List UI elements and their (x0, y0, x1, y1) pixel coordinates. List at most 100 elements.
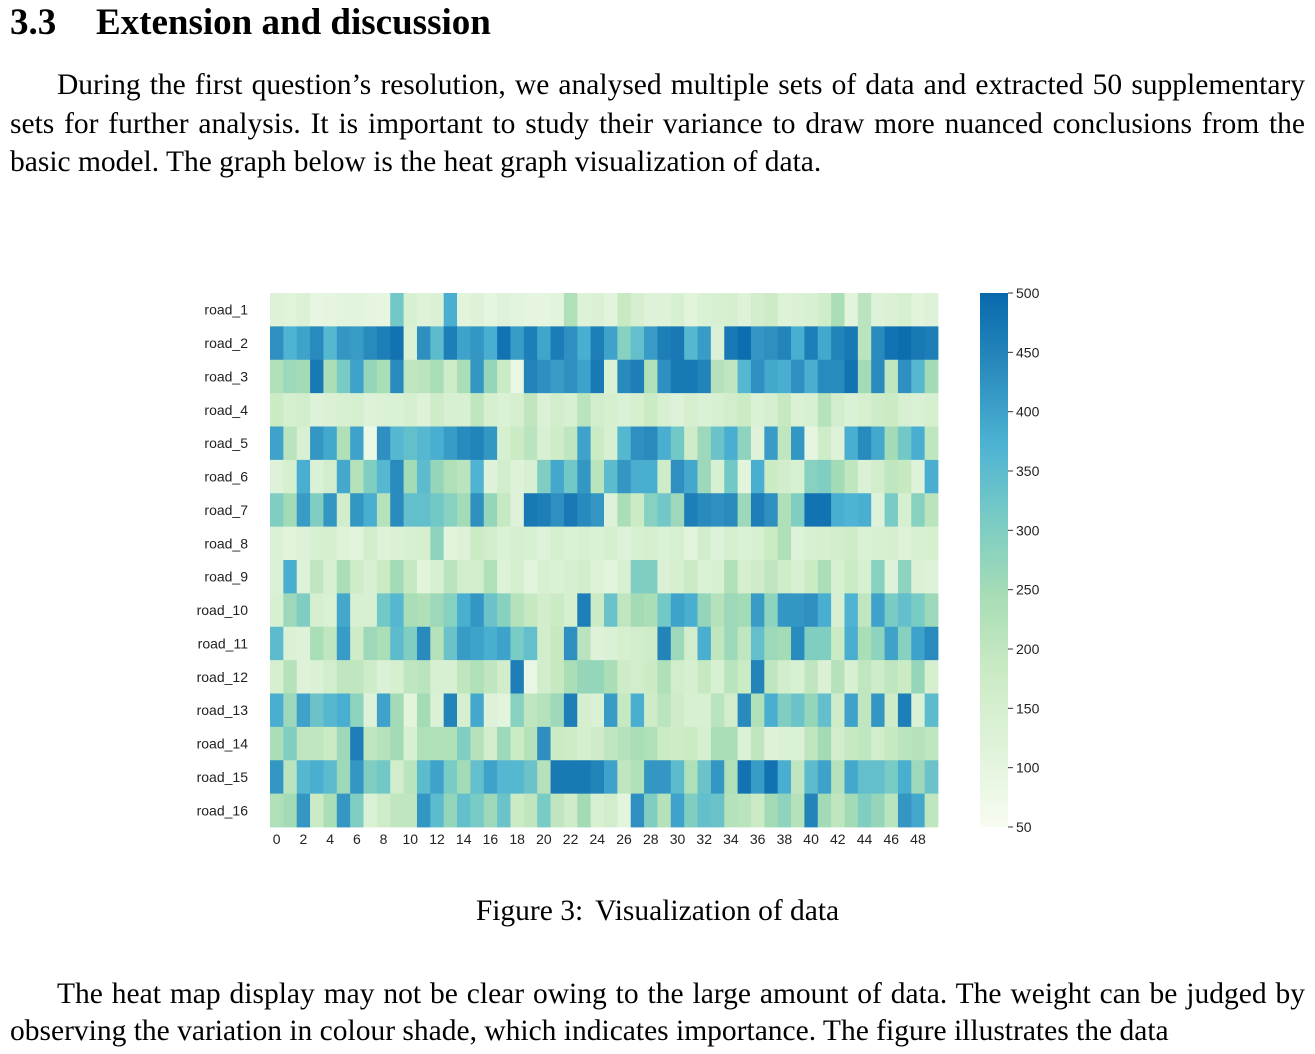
heatmap-cell (831, 426, 845, 461)
heatmap-cell (523, 593, 538, 628)
heatmap-cell (791, 726, 805, 761)
heatmap-cell (376, 359, 391, 394)
heatmap-cell (777, 326, 792, 361)
heatmap-cell (764, 726, 779, 761)
heatmap-cell (630, 526, 645, 561)
heatmap-cell (817, 326, 832, 361)
heatmap-cell (777, 459, 792, 494)
heatmap-cell (684, 793, 698, 828)
heatmap-cell (764, 326, 779, 361)
heatmap-cell (283, 760, 298, 795)
heatmap-cell (817, 693, 832, 728)
heatmap-cell (657, 560, 672, 594)
heatmap-cell (483, 426, 498, 461)
heatmap-cell (844, 326, 859, 361)
heatmap-cell (617, 493, 632, 528)
heatmap-cell (924, 793, 939, 828)
heatmap-cell (871, 626, 885, 661)
heatmap-cell (924, 393, 939, 427)
heatmap-cell (657, 393, 672, 427)
heatmap-cell (310, 693, 324, 728)
heatmap-cell (350, 593, 364, 628)
column-tick-label: 36 (750, 831, 766, 847)
heatmap-cell (323, 593, 338, 628)
heatmap-cell (336, 660, 351, 694)
heatmap-cell (443, 426, 458, 461)
heatmap-cell (323, 693, 338, 728)
heatmap-cell (363, 526, 378, 561)
heatmap-cell (644, 793, 658, 828)
heatmap-cell (563, 793, 578, 828)
heatmap-cell (430, 326, 445, 361)
heatmap-cell (817, 626, 832, 661)
heatmap-cell (911, 526, 926, 561)
heatmap-cell (764, 293, 779, 327)
heatmap-cell (644, 626, 658, 661)
heatmap-cell (604, 493, 618, 528)
heatmap-cell (737, 693, 752, 728)
heatmap-cell (523, 693, 538, 728)
heatmap-cell (777, 393, 792, 427)
heatmap-cell (804, 359, 819, 394)
heatmap-cell (724, 459, 738, 494)
heatmap-cell (483, 760, 498, 795)
heatmap-cell (550, 593, 565, 628)
heatmap-cell (270, 793, 284, 828)
heatmap-cell (737, 660, 752, 694)
heatmap-cell (684, 760, 698, 795)
heatmap-cell (644, 326, 658, 361)
heatmap-cell (510, 593, 525, 628)
heatmap-cell (510, 393, 525, 427)
heatmap-cell (296, 526, 311, 561)
heatmap-cell (483, 726, 498, 761)
heatmap-cell (804, 560, 819, 594)
heatmap-cell (296, 660, 311, 694)
row-label: road_12 (197, 669, 249, 685)
heatmap-cell (657, 660, 672, 694)
heatmap-cell (390, 626, 404, 661)
heatmap-cell (563, 493, 578, 528)
heatmap-cell (871, 393, 885, 427)
heatmap-cell (604, 393, 618, 427)
heatmap-cell (657, 626, 672, 661)
heatmap-cell (550, 626, 565, 661)
heatmap-cell (510, 660, 525, 694)
heatmap-cell (283, 459, 298, 494)
heatmap-cell (737, 760, 752, 795)
heatmap-cell (497, 693, 511, 728)
heatmap-cell (817, 359, 832, 394)
column-tick-label: 20 (536, 831, 552, 847)
heatmap-cell (791, 593, 805, 628)
heatmap-cell (724, 693, 738, 728)
heatmap-cell (376, 660, 391, 694)
heatmap-cell (791, 359, 805, 394)
heatmap-cell (644, 293, 658, 327)
heatmap-cell (604, 726, 618, 761)
heatmap-cell (577, 526, 592, 561)
heatmap-cell (483, 359, 498, 394)
heatmap-cell (577, 393, 592, 427)
heatmap-cell (537, 493, 551, 528)
heatmap-cell (670, 393, 685, 427)
heatmap-cell (283, 426, 298, 461)
heatmap-cell (791, 426, 805, 461)
heatmap-cell (376, 760, 391, 795)
heatmap-cell (310, 493, 324, 528)
heatmap-cell (750, 459, 765, 494)
heatmap-cell (750, 293, 765, 327)
heatmap-cell (804, 459, 819, 494)
heatmap-cell (604, 760, 618, 795)
colorbar-tick-label: 400 (1016, 404, 1040, 420)
heatmap-cell (510, 726, 525, 761)
heatmap-cell (710, 326, 725, 361)
heatmap-cell (283, 393, 298, 427)
heatmap-cell (523, 760, 538, 795)
heatmap-cell (737, 726, 752, 761)
heatmap-cell (871, 726, 885, 761)
heatmap-cell (443, 626, 458, 661)
heatmap-cell (577, 326, 592, 361)
heatmap-cell (697, 293, 712, 327)
heatmap-cell (724, 293, 738, 327)
heatmap-cell (537, 459, 551, 494)
heatmap-cell (430, 459, 445, 494)
